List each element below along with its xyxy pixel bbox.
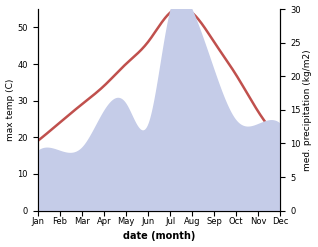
Y-axis label: max temp (C): max temp (C) (5, 79, 15, 141)
X-axis label: date (month): date (month) (123, 231, 195, 242)
Y-axis label: med. precipitation (kg/m2): med. precipitation (kg/m2) (303, 49, 313, 171)
